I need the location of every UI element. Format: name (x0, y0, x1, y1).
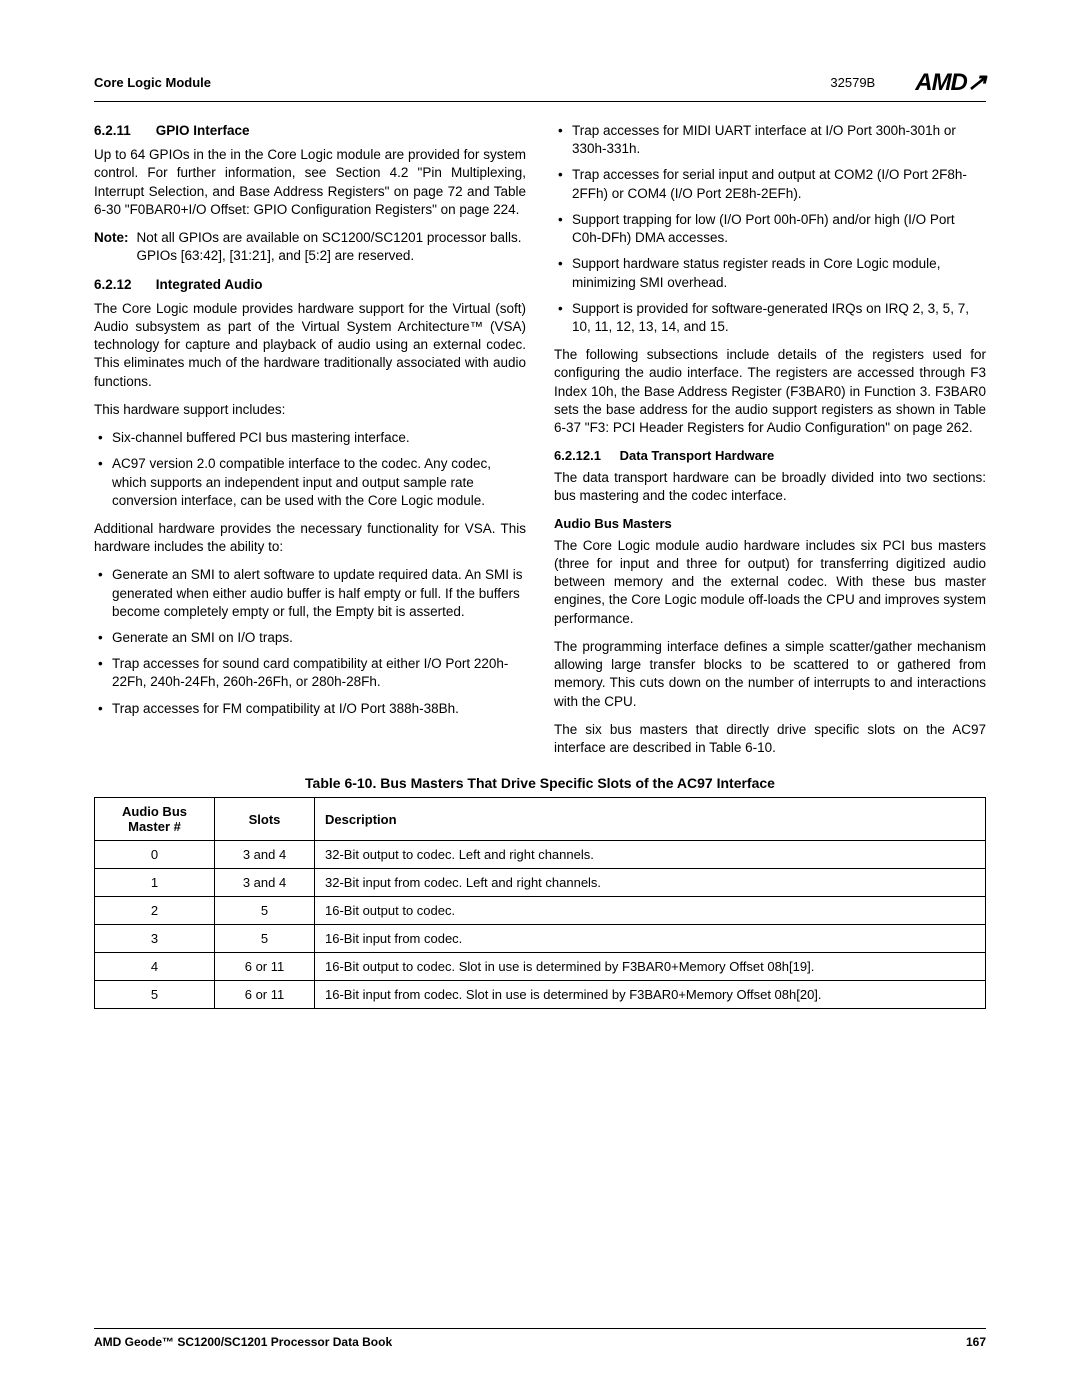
body-columns: 6.2.11 GPIO Interface Up to 64 GPIOs in … (94, 122, 986, 757)
cell: 1 (95, 869, 215, 897)
section-num: 6.2.12.1 (554, 447, 616, 465)
col-header: Audio Bus Master # (95, 798, 215, 841)
cell: 5 (215, 897, 315, 925)
cell: 16-Bit input from codec. Slot in use is … (315, 981, 986, 1009)
page-header: Core Logic Module 32579B AMD↗ (94, 68, 986, 102)
table-row: 3516-Bit input from codec. (95, 925, 986, 953)
amd-logo: AMD↗ (915, 68, 986, 97)
list-item: Trap accesses for MIDI UART interface at… (554, 122, 986, 158)
cell: 3 and 4 (215, 841, 315, 869)
paragraph: The Core Logic module provides hardware … (94, 300, 526, 391)
table-row: 46 or 1116-Bit output to codec. Slot in … (95, 953, 986, 981)
table-caption: Table 6-10. Bus Masters That Drive Speci… (94, 775, 986, 791)
cell: 5 (215, 925, 315, 953)
table-row: 2516-Bit output to codec. (95, 897, 986, 925)
note-body: Not all GPIOs are available on SC1200/SC… (137, 229, 527, 265)
paragraph: The six bus masters that directly drive … (554, 721, 986, 757)
cell: 0 (95, 841, 215, 869)
list-item: Support trapping for low (I/O Port 00h-0… (554, 211, 986, 247)
list-item: Trap accesses for serial input and outpu… (554, 166, 986, 202)
paragraph: Up to 64 GPIOs in the in the Core Logic … (94, 146, 526, 219)
list-item: Support hardware status register reads i… (554, 255, 986, 291)
cell: 5 (95, 981, 215, 1009)
cell: 3 (95, 925, 215, 953)
doc-id: 32579B (830, 75, 875, 90)
cell: 6 or 11 (215, 981, 315, 1009)
table-row: 03 and 432-Bit output to codec. Left and… (95, 841, 986, 869)
paragraph: Additional hardware provides the necessa… (94, 520, 526, 556)
cell: 32-Bit output to codec. Left and right c… (315, 841, 986, 869)
cell: 4 (95, 953, 215, 981)
bullet-list: Six-channel buffered PCI bus mastering i… (94, 429, 526, 510)
cell: 3 and 4 (215, 869, 315, 897)
list-item: Six-channel buffered PCI bus mastering i… (94, 429, 526, 447)
list-item: Trap accesses for FM compatibility at I/… (94, 700, 526, 718)
section-num: 6.2.12 (94, 276, 152, 294)
col-header: Slots (215, 798, 315, 841)
cell: 16-Bit output to codec. Slot in use is d… (315, 953, 986, 981)
page-number: 167 (966, 1335, 986, 1349)
paragraph: The following subsections include detail… (554, 346, 986, 437)
footer-left: AMD Geode™ SC1200/SC1201 Processor Data … (94, 1335, 392, 1349)
note: Note: Not all GPIOs are available on SC1… (94, 229, 526, 265)
section-label: GPIO Interface (156, 123, 250, 138)
list-item: AC97 version 2.0 compatible interface to… (94, 455, 526, 510)
section-num: 6.2.11 (94, 122, 152, 140)
section-6-2-12-title: 6.2.12 Integrated Audio (94, 276, 526, 294)
section-label: Integrated Audio (156, 277, 263, 292)
header-right: 32579B AMD↗ (830, 68, 986, 97)
logo-text: AMD (915, 69, 967, 96)
paragraph: The data transport hardware can be broad… (554, 469, 986, 505)
paragraph: The programming interface defines a simp… (554, 638, 986, 711)
note-label: Note: (94, 229, 129, 247)
list-item: Generate an SMI to alert software to upd… (94, 566, 526, 621)
table-row: 13 and 432-Bit input from codec. Left an… (95, 869, 986, 897)
list-item: Trap accesses for sound card compatibili… (94, 655, 526, 691)
paragraph: The Core Logic module audio hardware inc… (554, 537, 986, 628)
table-row: 56 or 1116-Bit input from codec. Slot in… (95, 981, 986, 1009)
header-module: Core Logic Module (94, 75, 211, 90)
cell: 16-Bit output to codec. (315, 897, 986, 925)
section-label: Data Transport Hardware (620, 448, 775, 463)
logo-arrow-icon: ↗ (967, 69, 986, 96)
table-6-10: Table 6-10. Bus Masters That Drive Speci… (94, 775, 986, 1009)
bus-masters-table: Audio Bus Master # Slots Description 03 … (94, 797, 986, 1009)
list-item: Generate an SMI on I/O traps. (94, 629, 526, 647)
page-footer: AMD Geode™ SC1200/SC1201 Processor Data … (94, 1328, 986, 1349)
table-header-row: Audio Bus Master # Slots Description (95, 798, 986, 841)
col-header: Description (315, 798, 986, 841)
cell: 32-Bit input from codec. Left and right … (315, 869, 986, 897)
paragraph: This hardware support includes: (94, 401, 526, 419)
section-6-2-11-title: 6.2.11 GPIO Interface (94, 122, 526, 140)
cell: 16-Bit input from codec. (315, 925, 986, 953)
audio-bus-masters-title: Audio Bus Masters (554, 515, 986, 533)
cell: 6 or 11 (215, 953, 315, 981)
list-item: Support is provided for software-generat… (554, 300, 986, 336)
cell: 2 (95, 897, 215, 925)
section-6-2-12-1-title: 6.2.12.1 Data Transport Hardware (554, 447, 986, 465)
